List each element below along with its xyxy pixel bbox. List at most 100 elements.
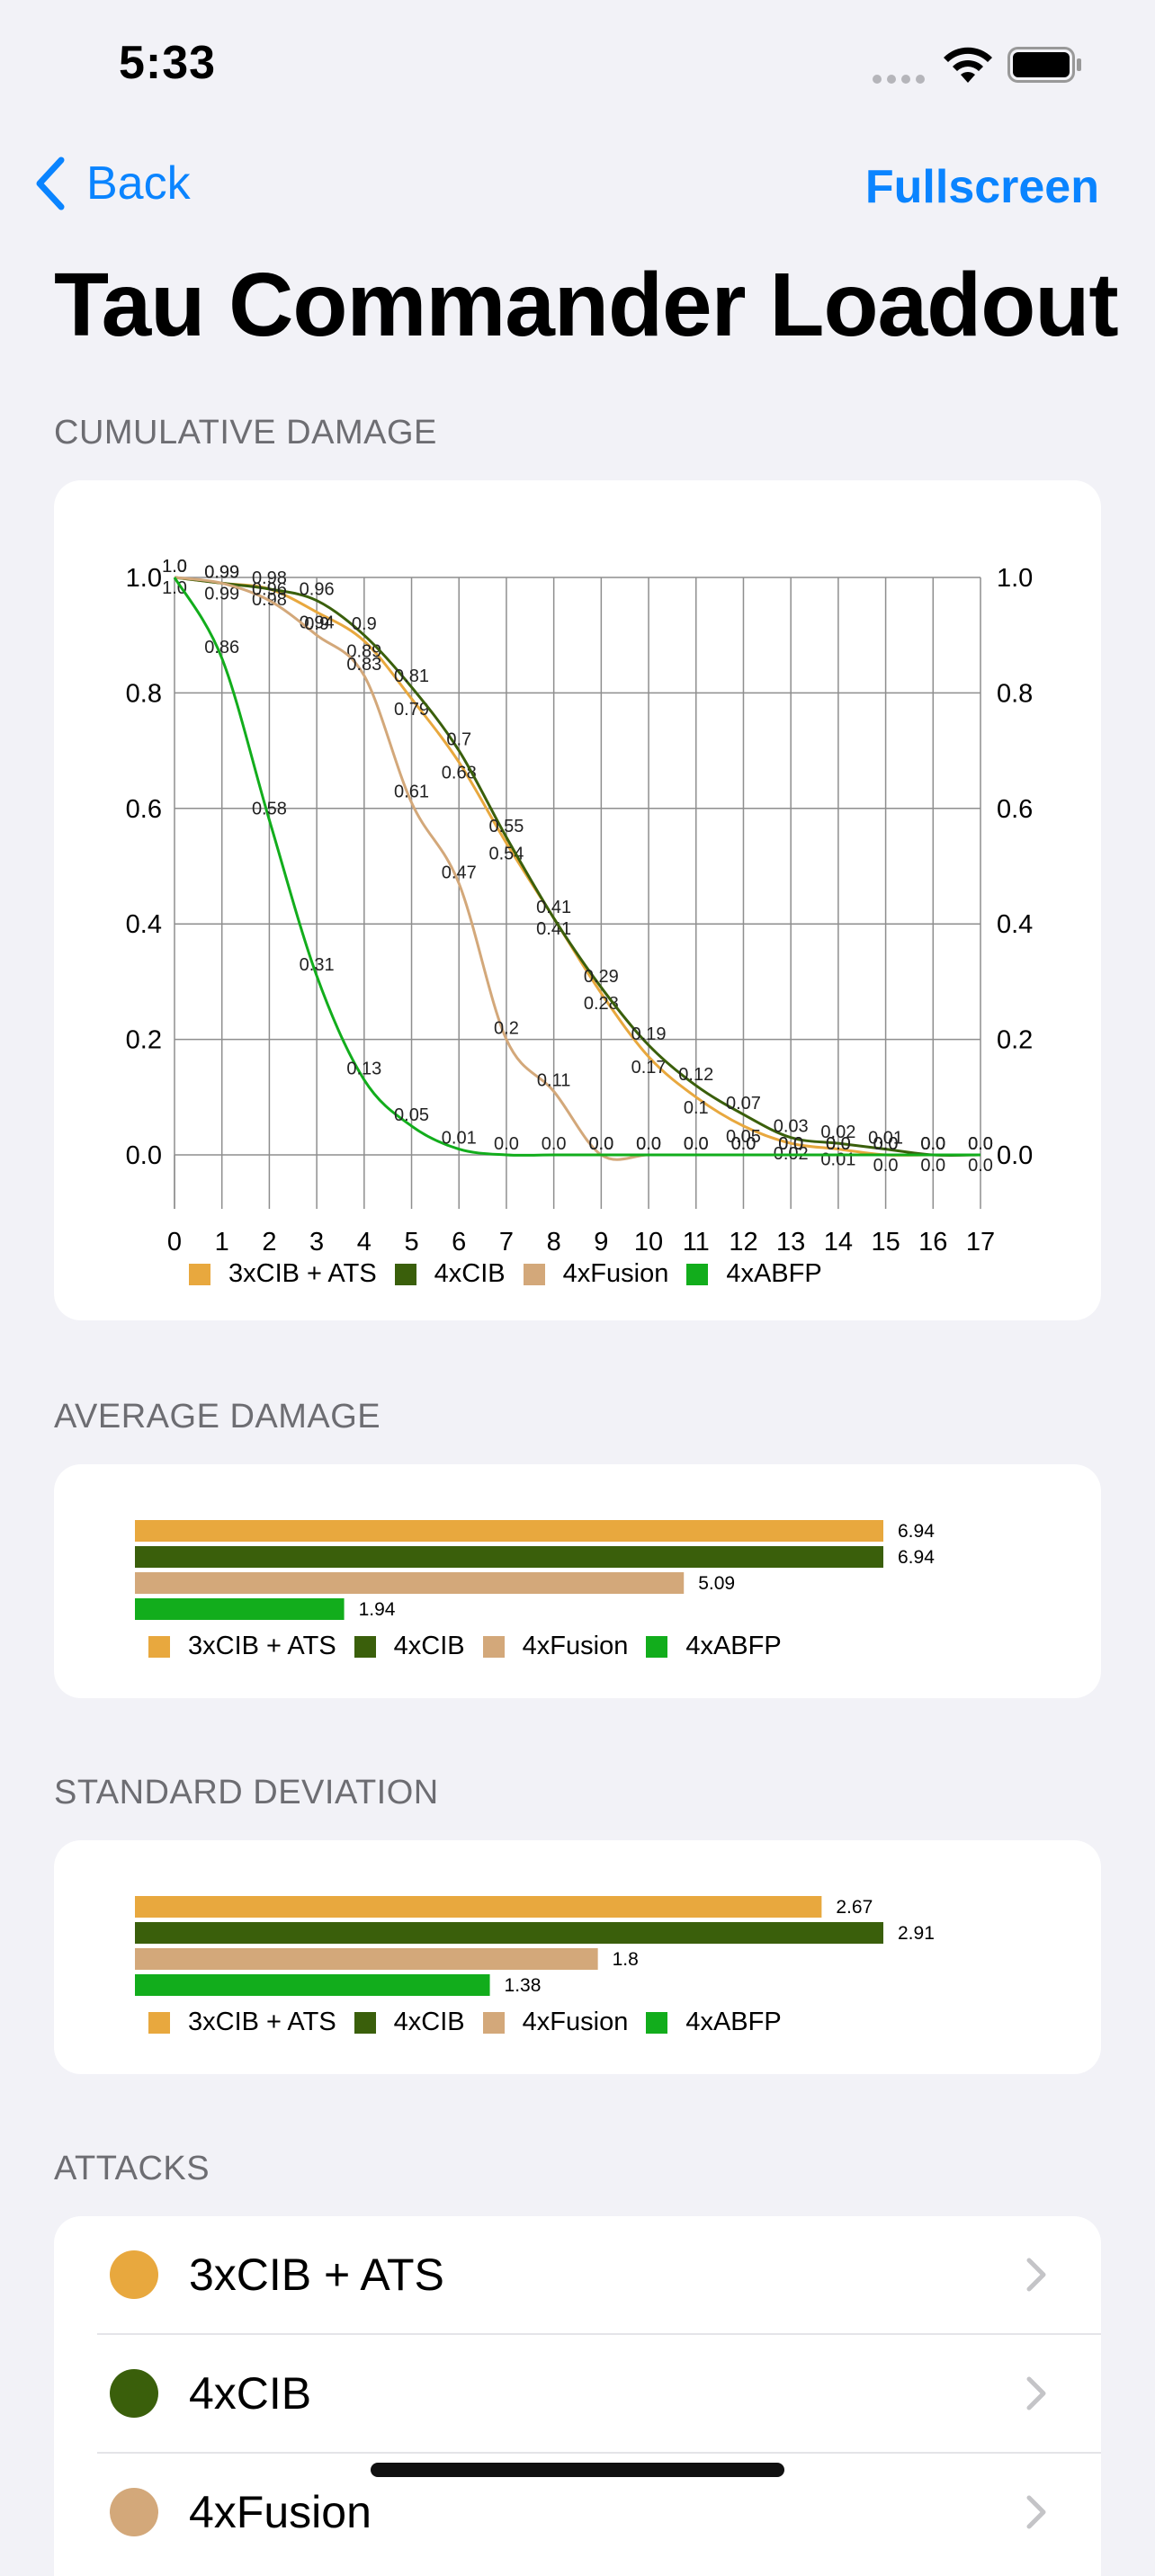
chevron-right-icon <box>1026 2376 1046 2411</box>
standard-deviation-card: 2.67 2.91 1.8 1.38 3xCIB + ATS 4xCIB 4xFusion… <box>54 1840 1101 2074</box>
average-legend: 3xCIB + ATS 4xCIB 4xFusion 4xABFP <box>148 1632 800 1661</box>
data-label: 0.0 <box>920 1156 945 1176</box>
cumulative-damage-card: 0 1 2 3 4 5 6 7 8 9 10 11 12 13 14 15 16 17 0.0 0.0 0.2 0.2 0.… <box>54 480 1101 1320</box>
data-label: 1.0 <box>162 578 187 598</box>
x-tick-label: 10 <box>634 1228 663 1257</box>
data-label: 0.0 <box>968 1134 993 1154</box>
standard-deviation-chart: 2.67 2.91 1.8 1.38 <box>135 1896 935 1996</box>
data-label: 0.05 <box>394 1105 429 1125</box>
x-tick-label: 17 <box>966 1228 995 1257</box>
x-tick-label: 14 <box>824 1228 853 1257</box>
y-tick-label-left: 0.8 <box>126 679 162 708</box>
legend-item: 4xCIB <box>354 2008 465 2037</box>
row-separator <box>97 2333 1101 2335</box>
bar-value-label: 1.94 <box>359 1599 396 1620</box>
legend-item: 4xABFP <box>686 1259 822 1289</box>
bar <box>135 1520 883 1542</box>
data-label: 1.0 <box>162 557 187 577</box>
data-label: 0.0 <box>731 1134 757 1154</box>
home-indicator <box>371 2463 784 2477</box>
bar-value-label: 6.94 <box>898 1521 935 1542</box>
section-header-average: AVERAGE DAMAGE <box>54 1398 381 1436</box>
data-label: 0.0 <box>826 1134 851 1154</box>
data-label: 0.98 <box>252 568 287 588</box>
bar-value-label: 1.38 <box>505 1975 542 1996</box>
legend-item: 3xCIB + ATS <box>148 1632 336 1661</box>
y-tick-label-left: 0.2 <box>126 1026 162 1055</box>
x-tick-label: 4 <box>357 1228 372 1257</box>
legend-swatch <box>394 1263 416 1285</box>
status-time: 5:33 <box>119 37 217 89</box>
data-label: 0.0 <box>873 1134 899 1154</box>
series-line <box>174 576 980 1161</box>
fullscreen-button[interactable]: Fullscreen <box>864 161 1099 213</box>
x-tick-label: 11 <box>683 1228 710 1257</box>
x-tick-label: 8 <box>547 1228 561 1257</box>
bar <box>135 1896 822 1918</box>
data-label: 0.89 <box>346 642 381 662</box>
legend-label: 4xCIB <box>434 1259 506 1288</box>
y-tick-label-right: 1.0 <box>997 564 1033 593</box>
average-damage-chart: 6.94 6.94 5.09 1.94 <box>135 1520 935 1620</box>
legend-label: 3xCIB + ATS <box>188 2008 336 2036</box>
legend-label: 4xCIB <box>393 2008 465 2036</box>
bar <box>135 1974 490 1996</box>
attack-color-dot <box>110 2369 158 2418</box>
data-label: 0.61 <box>394 782 429 801</box>
data-label: 0.0 <box>920 1134 945 1154</box>
data-label: 0.7 <box>446 730 471 750</box>
bar-value-label: 5.09 <box>698 1573 735 1594</box>
legend-item: 4xCIB <box>354 1632 465 1661</box>
series-line <box>174 576 981 1157</box>
legend-swatch <box>148 2011 170 2034</box>
x-tick-label: 9 <box>594 1228 608 1257</box>
data-label: 0.41 <box>536 898 571 917</box>
data-label: 0.47 <box>442 863 477 882</box>
legend-label: 4xFusion <box>522 1632 629 1660</box>
legend-label: 4xABFP <box>685 2008 782 2036</box>
data-label: 0.31 <box>300 955 335 975</box>
x-tick-label: 1 <box>215 1228 229 1257</box>
data-label: 0.0 <box>588 1134 613 1154</box>
data-label: 0.0 <box>920 1134 945 1154</box>
bar-value-label: 6.94 <box>898 1547 935 1568</box>
legend-item: 4xCIB <box>394 1259 506 1289</box>
legend-label: 4xABFP <box>685 1632 782 1660</box>
legend-swatch <box>646 2011 668 2034</box>
legend-swatch <box>354 2011 376 2034</box>
legend-label: 3xCIB + ATS <box>188 1632 336 1660</box>
data-label: 0.0 <box>968 1134 993 1154</box>
stddev-legend: 3xCIB + ATS 4xCIB 4xFusion 4xABFP <box>148 2008 800 2037</box>
x-tick-label: 0 <box>167 1228 182 1257</box>
attack-color-dot <box>110 2488 158 2536</box>
section-header-cumulative: CUMULATIVE DAMAGE <box>54 414 437 452</box>
data-label: 1.0 <box>162 557 187 577</box>
attack-row[interactable]: 4xCIB <box>54 2335 1101 2452</box>
attack-name: 4xFusion <box>189 2487 372 2537</box>
attacks-list: 3xCIB + ATS 4xCIB 4xFusion <box>54 2216 1101 2576</box>
data-label: 0.13 <box>346 1060 381 1079</box>
cumulative-legend: 3xCIB + ATS 4xCIB 4xFusion 4xABFP <box>189 1259 840 1289</box>
legend-swatch <box>148 1635 170 1658</box>
data-label: 0.96 <box>300 580 335 600</box>
data-label: 0.05 <box>726 1127 761 1147</box>
attack-name: 4xCIB <box>189 2368 312 2419</box>
attack-color-dot <box>110 2250 158 2299</box>
bar <box>135 1922 883 1944</box>
data-label: 0.0 <box>636 1134 661 1154</box>
legend-item: 3xCIB + ATS <box>189 1259 377 1289</box>
back-button[interactable]: Back <box>32 155 191 212</box>
legend-swatch <box>523 1263 545 1285</box>
x-tick-label: 16 <box>918 1228 947 1257</box>
data-label: 0.99 <box>204 562 239 582</box>
data-label: 0.0 <box>778 1134 803 1154</box>
wifi-icon <box>944 47 992 83</box>
attack-row[interactable]: 3xCIB + ATS <box>54 2216 1101 2333</box>
data-label: 0.99 <box>204 584 239 604</box>
x-tick-label: 15 <box>871 1228 900 1257</box>
data-label: 0.0 <box>542 1134 567 1154</box>
data-label: 0.01 <box>868 1129 903 1149</box>
y-tick-label-left: 0.4 <box>126 910 162 939</box>
data-label: 0.17 <box>631 1058 667 1078</box>
section-header-stddev: STANDARD DEVIATION <box>54 1774 439 1811</box>
